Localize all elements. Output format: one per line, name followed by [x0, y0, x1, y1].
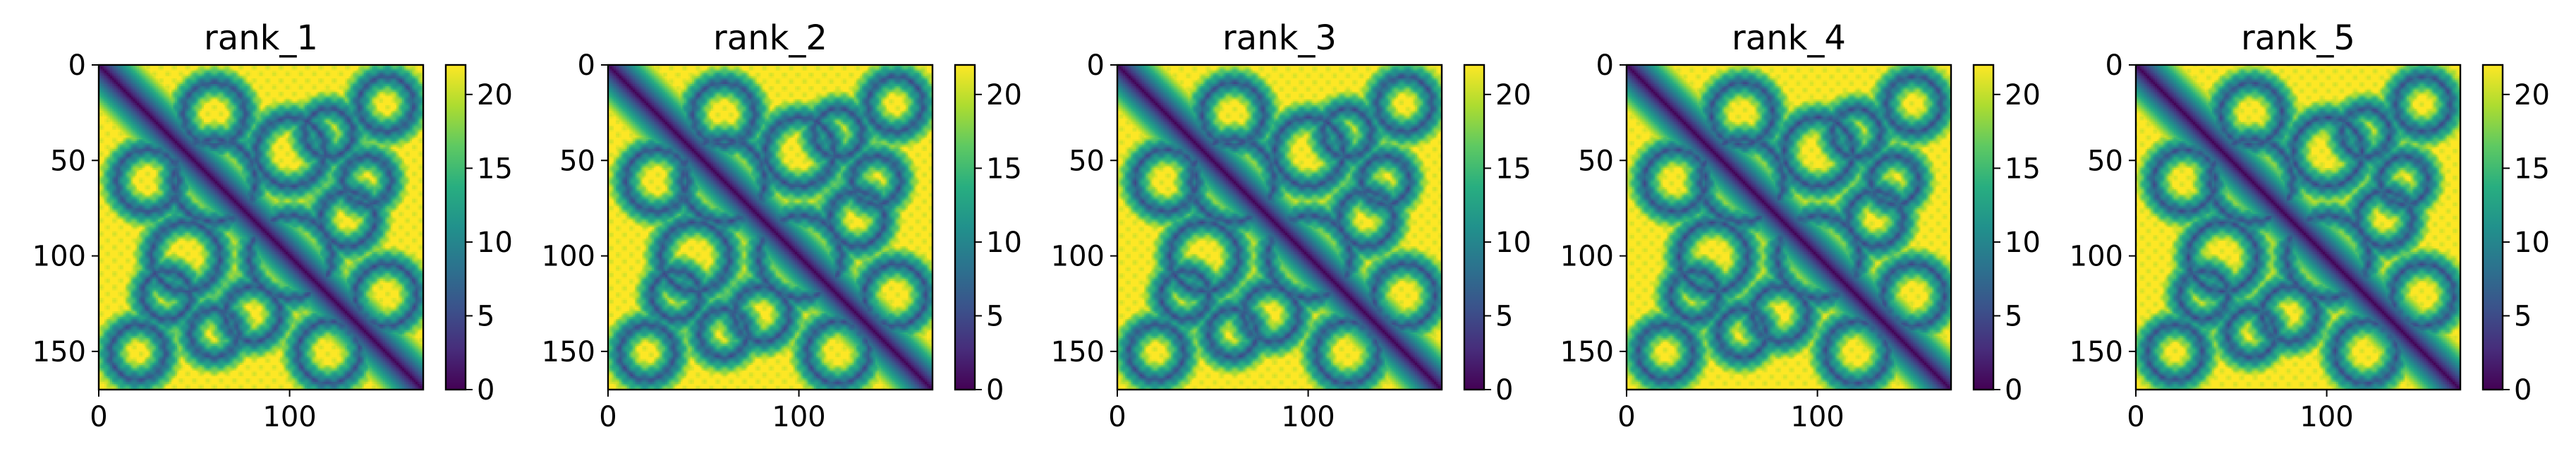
colorbar	[1464, 65, 1484, 390]
y-tick-label: 100	[1560, 241, 1614, 273]
colorbar	[2483, 65, 2503, 390]
colorbar-frame	[1463, 64, 1486, 391]
colorbar-frame	[1972, 64, 1995, 391]
y-tick-label: 150	[2070, 336, 2123, 368]
x-tick-label: 100	[1281, 401, 1335, 433]
x-tick-label: 100	[262, 401, 316, 433]
x-tick-label: 100	[772, 401, 825, 433]
y-tick-label: 100	[32, 241, 86, 273]
colorbar-tick-label: 15	[1495, 152, 1531, 185]
x-tick-label: 100	[2299, 401, 2353, 433]
colorbar-tick-label: 20	[2005, 79, 2041, 112]
colorbar-tick-label: 5	[2514, 300, 2532, 332]
y-tick-label: 0	[578, 49, 595, 82]
heatmap-frame	[607, 64, 934, 391]
colorbar-tick-label: 15	[477, 152, 513, 185]
heatmap-frame	[1116, 64, 1443, 391]
y-tick-label: 0	[68, 49, 86, 82]
x-tick-label: 0	[90, 401, 107, 433]
y-tick-label: 0	[1087, 49, 1105, 82]
x-tick-label: 0	[1108, 401, 1126, 433]
heatmap-panel-1: rank_1 0 100 0 50 100 150 0 5 10 15 20	[32, 18, 513, 433]
colorbar-tick-label: 20	[2514, 79, 2550, 112]
heatmap-image	[1117, 65, 1442, 390]
y-tick-label: 50	[1578, 145, 1614, 177]
colorbar-frame	[954, 64, 976, 391]
heatmap-frame	[97, 64, 425, 391]
y-tick-label: 150	[1560, 336, 1614, 368]
colorbar	[955, 65, 975, 390]
colorbar-tick-label: 20	[477, 79, 513, 112]
heatmap-panel-5: rank_5 0 100 0 50 100 150 0 5 10 15 20	[2070, 18, 2550, 433]
colorbar-tick-label: 15	[2005, 152, 2041, 185]
colorbar-tick-label: 0	[2005, 374, 2022, 407]
colorbar-tick-label: 10	[2005, 227, 2041, 259]
colorbar-tick-label: 15	[2514, 152, 2550, 185]
colorbar-tick-label: 0	[2514, 374, 2532, 407]
colorbar-tick-label: 0	[1495, 374, 1513, 407]
colorbar-tick-label: 10	[2514, 227, 2550, 259]
heatmap-panel-3: rank_3 0 100 0 50 100 150 0 5 10 15 20	[1051, 18, 1531, 433]
colorbar-tick-label: 5	[1495, 300, 1513, 332]
colorbar-tick-label: 5	[2005, 300, 2022, 332]
panel-title: rank_2	[713, 18, 827, 58]
y-tick-label: 100	[1051, 241, 1105, 273]
heatmap-image	[99, 65, 423, 390]
y-tick-label: 150	[32, 336, 86, 368]
colorbar	[1974, 65, 1993, 390]
heatmap-image	[2136, 65, 2460, 390]
panel-title: rank_3	[1222, 18, 1337, 58]
y-tick-label: 150	[542, 336, 595, 368]
x-tick-label: 100	[1790, 401, 1844, 433]
heatmap-frame	[1625, 64, 1952, 391]
colorbar	[446, 65, 466, 390]
x-tick-label: 0	[2127, 401, 2144, 433]
colorbar-tick-label: 5	[477, 300, 494, 332]
y-tick-label: 0	[2106, 49, 2123, 82]
heatmap-panel-4: rank_4 0 100 0 50 100 150 0 5 10 15 20	[1560, 18, 2041, 433]
heatmap-image	[608, 65, 932, 390]
colorbar-frame	[2481, 64, 2504, 391]
panel-title: rank_1	[204, 18, 318, 58]
y-tick-label: 50	[1069, 145, 1105, 177]
colorbar-tick-label: 15	[986, 152, 1022, 185]
y-tick-label: 50	[559, 145, 595, 177]
colorbar-frame	[444, 64, 467, 391]
colorbar-tick-label: 10	[1495, 227, 1531, 259]
heatmap-frame	[2134, 64, 2462, 391]
y-tick-label: 50	[50, 145, 86, 177]
y-tick-label: 0	[1596, 49, 1614, 82]
x-tick-label: 0	[599, 401, 616, 433]
colorbar-tick-label: 20	[1495, 79, 1531, 112]
colorbar-tick-label: 20	[986, 79, 1022, 112]
y-tick-label: 100	[2070, 241, 2123, 273]
colorbar-tick-label: 10	[477, 227, 513, 259]
y-tick-label: 50	[2087, 145, 2123, 177]
panel-title: rank_5	[2241, 18, 2355, 58]
heatmap-image	[1627, 65, 1951, 390]
y-tick-label: 100	[542, 241, 595, 273]
y-tick-label: 150	[1051, 336, 1105, 368]
heatmap-panel-2: rank_2 0 100 0 50 100 150 0 5 10 15 20	[542, 18, 1022, 433]
colorbar-tick-label: 10	[986, 227, 1022, 259]
colorbar-tick-label: 5	[986, 300, 1004, 332]
panel-title: rank_4	[1732, 18, 1846, 58]
x-tick-label: 0	[1617, 401, 1635, 433]
colorbar-tick-label: 0	[986, 374, 1004, 407]
colorbar-tick-label: 0	[477, 374, 494, 407]
